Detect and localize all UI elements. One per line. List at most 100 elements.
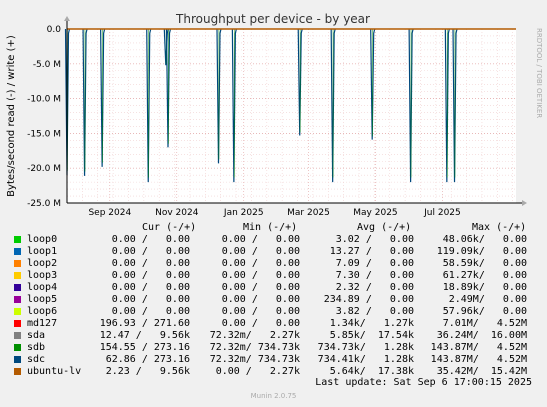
legend-row: loop0 0.00 / 0.00 0.00 / 0.00 3.02 / 0.00 48…: [0, 234, 547, 246]
legend-avg-value: 2.32 / 0.00: [335, 282, 414, 293]
y-tick-label: -5.0 M: [33, 60, 61, 70]
legend-max-value: 61.27k/ 0.00: [442, 270, 527, 281]
legend-series-name: ubuntu-lv: [27, 366, 82, 377]
read-spike: [452, 28, 458, 183]
legend-swatch: [14, 356, 21, 363]
legend-row: ubuntu-lv 2.23 / 9.56k 0.00 / 2.27k 5.64k/ …: [0, 366, 547, 378]
legend-swatch: [14, 332, 21, 339]
x-axis-arrow: [522, 200, 527, 206]
legend-max-value: 18.89k/ 0.00: [442, 282, 527, 293]
legend-cur-value: 196.93 / 271.60: [99, 318, 190, 329]
legend-row: loop2 0.00 / 0.00 0.00 / 0.00 7.09 / 0.00 58…: [0, 258, 547, 270]
legend-avg-value: 1.34k/ 1.27k: [329, 318, 414, 329]
legend-avg-value: 5.64k/ 17.38k: [329, 366, 414, 377]
legend-cur-value: 2.23 / 9.56k: [105, 366, 190, 377]
legend-cur-value: 0.00 / 0.00: [111, 270, 190, 281]
col-header-min: Min (-/+): [243, 222, 298, 233]
y-tick-label: -15.0 M: [27, 129, 61, 139]
legend-avg-value: 3.82 / 0.00: [335, 306, 414, 317]
legend-avg-value: 3.02 / 0.00: [335, 234, 414, 245]
legend-cur-value: 0.00 / 0.00: [111, 294, 190, 305]
legend-min-value: 0.00 / 0.00: [221, 294, 300, 305]
legend-max-value: 2.49M/ 0.00: [448, 294, 527, 305]
read-spike: [297, 28, 303, 136]
legend-row: loop4 0.00 / 0.00 0.00 / 0.00 2.32 / 0.00 18…: [0, 282, 547, 294]
legend-max-value: 143.87M/ 4.52M: [430, 354, 527, 365]
version-label: Munin 2.0.75: [250, 392, 297, 400]
x-tick-label: May 2025: [353, 208, 397, 218]
read-spike: [444, 28, 450, 183]
side-credit: RRDTOOL / TOBI OETIKER: [535, 28, 543, 118]
last-update: Last update: Sat Sep 6 17:00:15 2025: [315, 377, 532, 388]
legend-min-value: 0.00 / 0.00: [221, 234, 300, 245]
legend-series-name: sda: [27, 330, 46, 341]
legend-series-name: sdb: [27, 342, 46, 353]
legend-min-value: 0.00 / 0.00: [221, 318, 300, 329]
legend-avg-value: 734.41k/ 1.28k: [317, 354, 414, 365]
x-tick-label: Jul 2025: [423, 208, 461, 218]
legend-swatch: [14, 284, 21, 291]
legend-series-name: loop3: [27, 270, 58, 281]
col-header-max: Max (-/+): [472, 222, 527, 233]
legend-cur-value: 154.55 / 273.16: [99, 342, 190, 353]
legend-row: loop1 0.00 / 0.00 0.00 / 0.00 13.27 / 0.00 1…: [0, 246, 547, 258]
legend-min-value: 72.32m/ 2.27k: [209, 330, 300, 341]
legend-avg-value: 7.30 / 0.00: [335, 270, 414, 281]
legend-max-value: 57.96k/ 0.00: [442, 306, 527, 317]
legend-min-value: 0.00 / 0.00: [221, 246, 300, 257]
legend-cur-value: 12.47 / 9.56k: [99, 330, 190, 341]
throughput-chart: Throughput per device - by year Bytes/se…: [6, 12, 543, 218]
legend-min-value: 72.32m/ 734.73k: [209, 354, 300, 365]
plot-area: [67, 29, 516, 203]
x-tick-label: Jan 2025: [223, 208, 264, 218]
legend-min-value: 72.32m/ 734.73k: [209, 342, 300, 353]
chart-title: Throughput per device - by year: [175, 12, 370, 26]
legend-max-value: 58.59k/ 0.00: [442, 258, 527, 269]
legend-avg-value: 13.27 / 0.00: [329, 246, 414, 257]
read-spike: [408, 28, 414, 183]
legend-swatch: [14, 308, 21, 315]
read-spike: [216, 28, 222, 164]
x-tick-label: Mar 2025: [287, 208, 330, 218]
legend-series-name: md127: [27, 318, 58, 329]
legend-max-value: 35.42M/ 15.42M: [436, 366, 527, 377]
legend-series-name: loop0: [27, 234, 58, 245]
legend-row: sdc 62.86 / 273.16 72.32m/ 734.73k 734.41k/…: [0, 354, 547, 366]
legend-row: sdb 154.55 / 273.16 72.32m/ 734.73k 734.73k…: [0, 342, 547, 354]
legend-avg-value: 734.73k/ 1.28k: [317, 342, 414, 353]
legend-cur-value: 0.00 / 0.00: [111, 234, 190, 245]
legend-cur-value: 0.00 / 0.00: [111, 258, 190, 269]
read-spike: [370, 28, 376, 140]
read-spike: [165, 28, 172, 148]
legend-cur-value: 0.00 / 0.00: [111, 306, 190, 317]
legend-row: loop5 0.00 / 0.00 0.00 / 0.00 234.89 / 0.00…: [0, 294, 547, 306]
legend-row: loop6 0.00 / 0.00 0.00 / 0.00 3.82 / 0.00 57…: [0, 306, 547, 318]
legend-swatch: [14, 236, 21, 243]
legend-avg-value: 234.89 / 0.00: [323, 294, 414, 305]
y-axis-arrow: [64, 16, 70, 21]
legend-max-value: 119.09k/ 0.00: [436, 246, 527, 257]
legend-swatch: [14, 272, 21, 279]
read-spike: [231, 28, 237, 183]
legend-avg-value: 7.09 / 0.00: [335, 258, 414, 269]
legend-max-value: 7.01M/ 4.52M: [442, 318, 527, 329]
legend-swatch: [14, 260, 21, 267]
legend-series-name: loop4: [27, 282, 58, 293]
y-axis-label: Bytes/second read (-) / write (+): [6, 35, 17, 197]
y-tick-label: -20.0 M: [27, 164, 61, 174]
legend-series-name: sdc: [27, 354, 46, 365]
read-spike: [82, 28, 88, 176]
read-spike: [64, 28, 71, 176]
col-header-cur: Cur (-/+): [142, 222, 197, 233]
legend-swatch: [14, 248, 21, 255]
legend-cur-value: 62.86 / 273.16: [105, 354, 190, 365]
x-tick-label: Nov 2024: [155, 208, 199, 218]
legend-cur-value: 0.00 / 0.00: [111, 282, 190, 293]
legend-swatch: [14, 368, 21, 375]
legend-max-value: 48.06k/ 0.00: [442, 234, 527, 245]
legend-cur-value: 0.00 / 0.00: [111, 246, 190, 257]
col-header-avg: Avg (-/+): [357, 222, 412, 233]
legend-max-value: 36.24M/ 16.00M: [436, 330, 527, 341]
x-tick-label: Sep 2024: [88, 208, 131, 218]
legend-swatch: [14, 320, 21, 327]
